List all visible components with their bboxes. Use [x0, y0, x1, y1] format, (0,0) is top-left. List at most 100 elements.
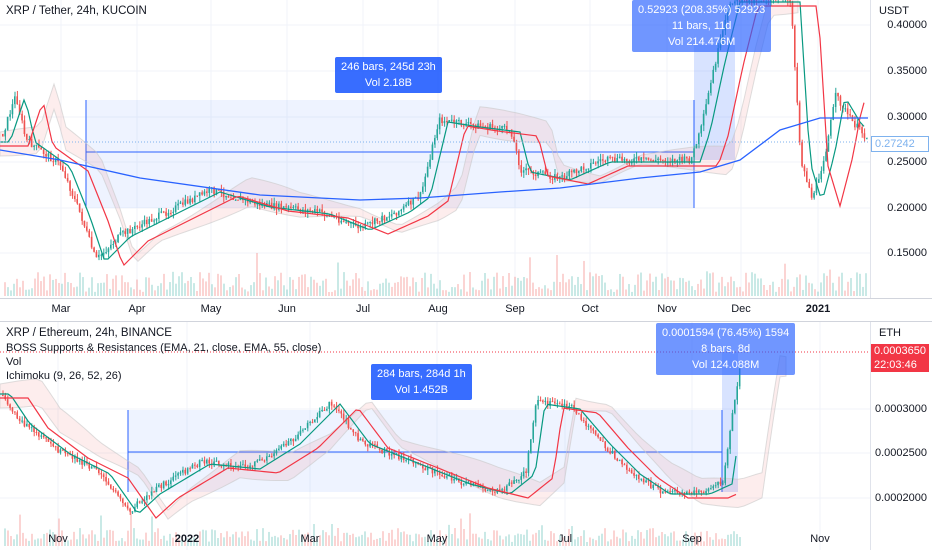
volume-bar: [757, 278, 759, 296]
candle-body: [16, 96, 18, 105]
volume-bar: [619, 273, 621, 296]
volume-bar: [394, 539, 396, 546]
time-axis-bottom[interactable]: Nov 2022 Mar May Jul Sep Nov: [0, 530, 870, 548]
candle-body: [328, 401, 330, 409]
y-tick-label: 0.20000: [887, 202, 927, 214]
volume-bar: [337, 527, 339, 546]
volume-bar: [601, 275, 603, 296]
x-tick-label: Jun: [278, 303, 296, 315]
volume-bar: [313, 524, 315, 546]
candlestick-chart-top[interactable]: [0, 0, 870, 300]
plot-area-top[interactable]: XRP / Tether, 24h, KUCOIN 246 bars, 245d…: [0, 0, 870, 300]
volume-bar: [823, 273, 825, 296]
candle-body: [150, 219, 153, 222]
volume-bar: [289, 534, 291, 546]
volume-bar: [145, 277, 147, 296]
indicator-legend-vol[interactable]: Vol: [6, 356, 22, 368]
volume-bar: [421, 277, 423, 296]
candlestick-chart-bottom[interactable]: [0, 322, 870, 550]
candle-body: [76, 456, 78, 462]
volume-bar: [574, 284, 576, 296]
candle-body: [549, 175, 551, 179]
candle-body: [575, 169, 578, 173]
volume-bar: [388, 282, 390, 296]
candle-body: [477, 484, 479, 486]
volume-bar: [787, 279, 789, 296]
candle-body: [462, 483, 465, 485]
volume-bar: [649, 273, 651, 296]
volume-bar: [373, 289, 375, 296]
volume-bar: [79, 528, 81, 546]
volume-bar: [94, 534, 96, 546]
candle-body: [585, 169, 587, 171]
x-tick-label: Jul: [355, 303, 371, 315]
candle-body: [419, 192, 422, 200]
candle-body: [40, 147, 42, 150]
candle-body: [431, 467, 434, 474]
candle-body: [395, 212, 398, 216]
candle-body: [525, 168, 527, 171]
volume-bar: [7, 530, 9, 546]
candle-body: [129, 508, 131, 512]
volume-bar: [484, 273, 486, 296]
candle-body: [59, 449, 62, 453]
y-tick-label: 0.0003000: [875, 403, 927, 415]
ichimoku-cloud: [0, 355, 787, 520]
volume-bar: [361, 287, 363, 296]
volume-bar: [571, 276, 573, 296]
chart-pane-xrp-eth[interactable]: XRP / Ethereum, 24h, BINANCE BOSS Suppor…: [0, 322, 932, 550]
candle-body: [462, 125, 465, 127]
volume-bar: [505, 287, 507, 296]
volume-bar: [616, 536, 618, 546]
volume-bar: [493, 276, 495, 296]
candle-body: [630, 469, 633, 474]
candle-body: [71, 454, 74, 459]
candle-body: [448, 120, 450, 122]
chart-pane-xrp-usdt[interactable]: XRP / Tether, 24h, KUCOIN 246 bars, 245d…: [0, 0, 932, 300]
volume-bar: [358, 278, 360, 296]
volume-bar: [433, 283, 435, 296]
x-tick-label: Mar: [300, 533, 320, 545]
ema-fast-line: [0, 1, 865, 260]
plot-area-bottom[interactable]: XRP / Ethereum, 24h, BINANCE BOSS Suppor…: [0, 322, 870, 550]
candle-body: [326, 408, 328, 411]
candle-body: [33, 427, 35, 432]
candle-body: [844, 108, 846, 110]
volume-bar: [283, 285, 285, 296]
candle-body: [724, 465, 726, 484]
candle-body: [189, 198, 191, 204]
volume-bar: [91, 277, 93, 296]
indicator-legend-ichimoku[interactable]: Ichimoku (9, 26, 52, 26): [6, 370, 122, 382]
candle-body: [261, 459, 263, 461]
candle-body: [686, 491, 688, 495]
volume-bar: [280, 272, 282, 296]
measure-range-box: [128, 410, 722, 492]
candle-body: [626, 158, 628, 162]
candle-body: [542, 171, 544, 173]
volume-bar: [733, 531, 735, 546]
candle-body: [191, 464, 194, 469]
candle-body: [501, 489, 503, 491]
volume-bar: [727, 282, 729, 296]
candle-body: [254, 461, 256, 467]
volume-bar: [385, 278, 387, 296]
candle-body: [422, 186, 424, 193]
candle-body: [614, 157, 616, 162]
candle-body: [239, 465, 242, 467]
volume-bar: [631, 535, 633, 546]
candle-body: [522, 170, 525, 173]
candle-body: [155, 486, 158, 492]
time-axis-top[interactable]: Mar Apr May Jun Jul Aug Sep Oct Nov Dec …: [0, 298, 932, 322]
candle-body: [822, 160, 825, 171]
volume-bar: [313, 279, 315, 296]
indicator-legend-boss[interactable]: BOSS Supports & Resistances (EMA, 21, cl…: [6, 342, 322, 354]
candle-body: [256, 460, 258, 462]
x-tick-label: 2022: [174, 533, 200, 545]
volume-bar: [481, 280, 483, 296]
volume-bar: [637, 530, 639, 546]
y-tick-label: 0.0002500: [875, 447, 927, 459]
candle-body: [374, 218, 376, 225]
volume-bar: [292, 529, 294, 546]
candle-body: [122, 231, 124, 233]
tooltip-line: Vol 214.476M: [667, 36, 736, 48]
